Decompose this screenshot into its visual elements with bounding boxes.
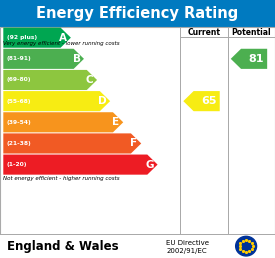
Text: (92 plus): (92 plus) bbox=[7, 35, 37, 40]
Text: D: D bbox=[98, 96, 107, 106]
Text: (1-20): (1-20) bbox=[7, 162, 27, 167]
Text: A: A bbox=[59, 33, 67, 43]
Bar bbox=[180, 37, 275, 38]
Polygon shape bbox=[3, 91, 110, 111]
Text: B: B bbox=[73, 54, 81, 64]
Polygon shape bbox=[3, 49, 84, 69]
Circle shape bbox=[236, 236, 257, 256]
Text: C: C bbox=[86, 75, 94, 85]
Bar bbox=[180, 27, 181, 258]
Polygon shape bbox=[3, 133, 141, 154]
Text: (39-54): (39-54) bbox=[7, 120, 31, 125]
Text: E: E bbox=[112, 117, 119, 127]
Text: (81-91): (81-91) bbox=[7, 56, 31, 61]
Text: EU Directive: EU Directive bbox=[166, 240, 208, 246]
Text: F: F bbox=[130, 139, 138, 148]
Polygon shape bbox=[3, 70, 97, 90]
Polygon shape bbox=[183, 91, 220, 111]
Bar bbox=[0, 0, 275, 27]
Bar bbox=[0, 234, 275, 235]
Polygon shape bbox=[3, 112, 123, 132]
Text: England & Wales: England & Wales bbox=[7, 240, 119, 253]
Text: Energy Efficiency Rating: Energy Efficiency Rating bbox=[36, 6, 239, 21]
Text: (55-68): (55-68) bbox=[7, 99, 31, 104]
Text: 65: 65 bbox=[201, 96, 216, 106]
Text: Not energy efficient - higher running costs: Not energy efficient - higher running co… bbox=[3, 176, 120, 181]
Bar bbox=[228, 27, 229, 258]
Text: (21-38): (21-38) bbox=[7, 141, 31, 146]
Bar bbox=[0, 27, 275, 258]
Polygon shape bbox=[3, 28, 71, 48]
Bar bbox=[0, 234, 275, 258]
Polygon shape bbox=[3, 155, 158, 175]
Text: Potential: Potential bbox=[232, 28, 271, 37]
Text: Very energy efficient - lower running costs: Very energy efficient - lower running co… bbox=[3, 41, 120, 46]
Text: 2002/91/EC: 2002/91/EC bbox=[167, 248, 207, 254]
Polygon shape bbox=[231, 49, 267, 69]
Text: Current: Current bbox=[188, 28, 221, 37]
Text: 81: 81 bbox=[248, 54, 264, 64]
Text: (69-80): (69-80) bbox=[7, 77, 31, 83]
Text: G: G bbox=[146, 160, 155, 170]
